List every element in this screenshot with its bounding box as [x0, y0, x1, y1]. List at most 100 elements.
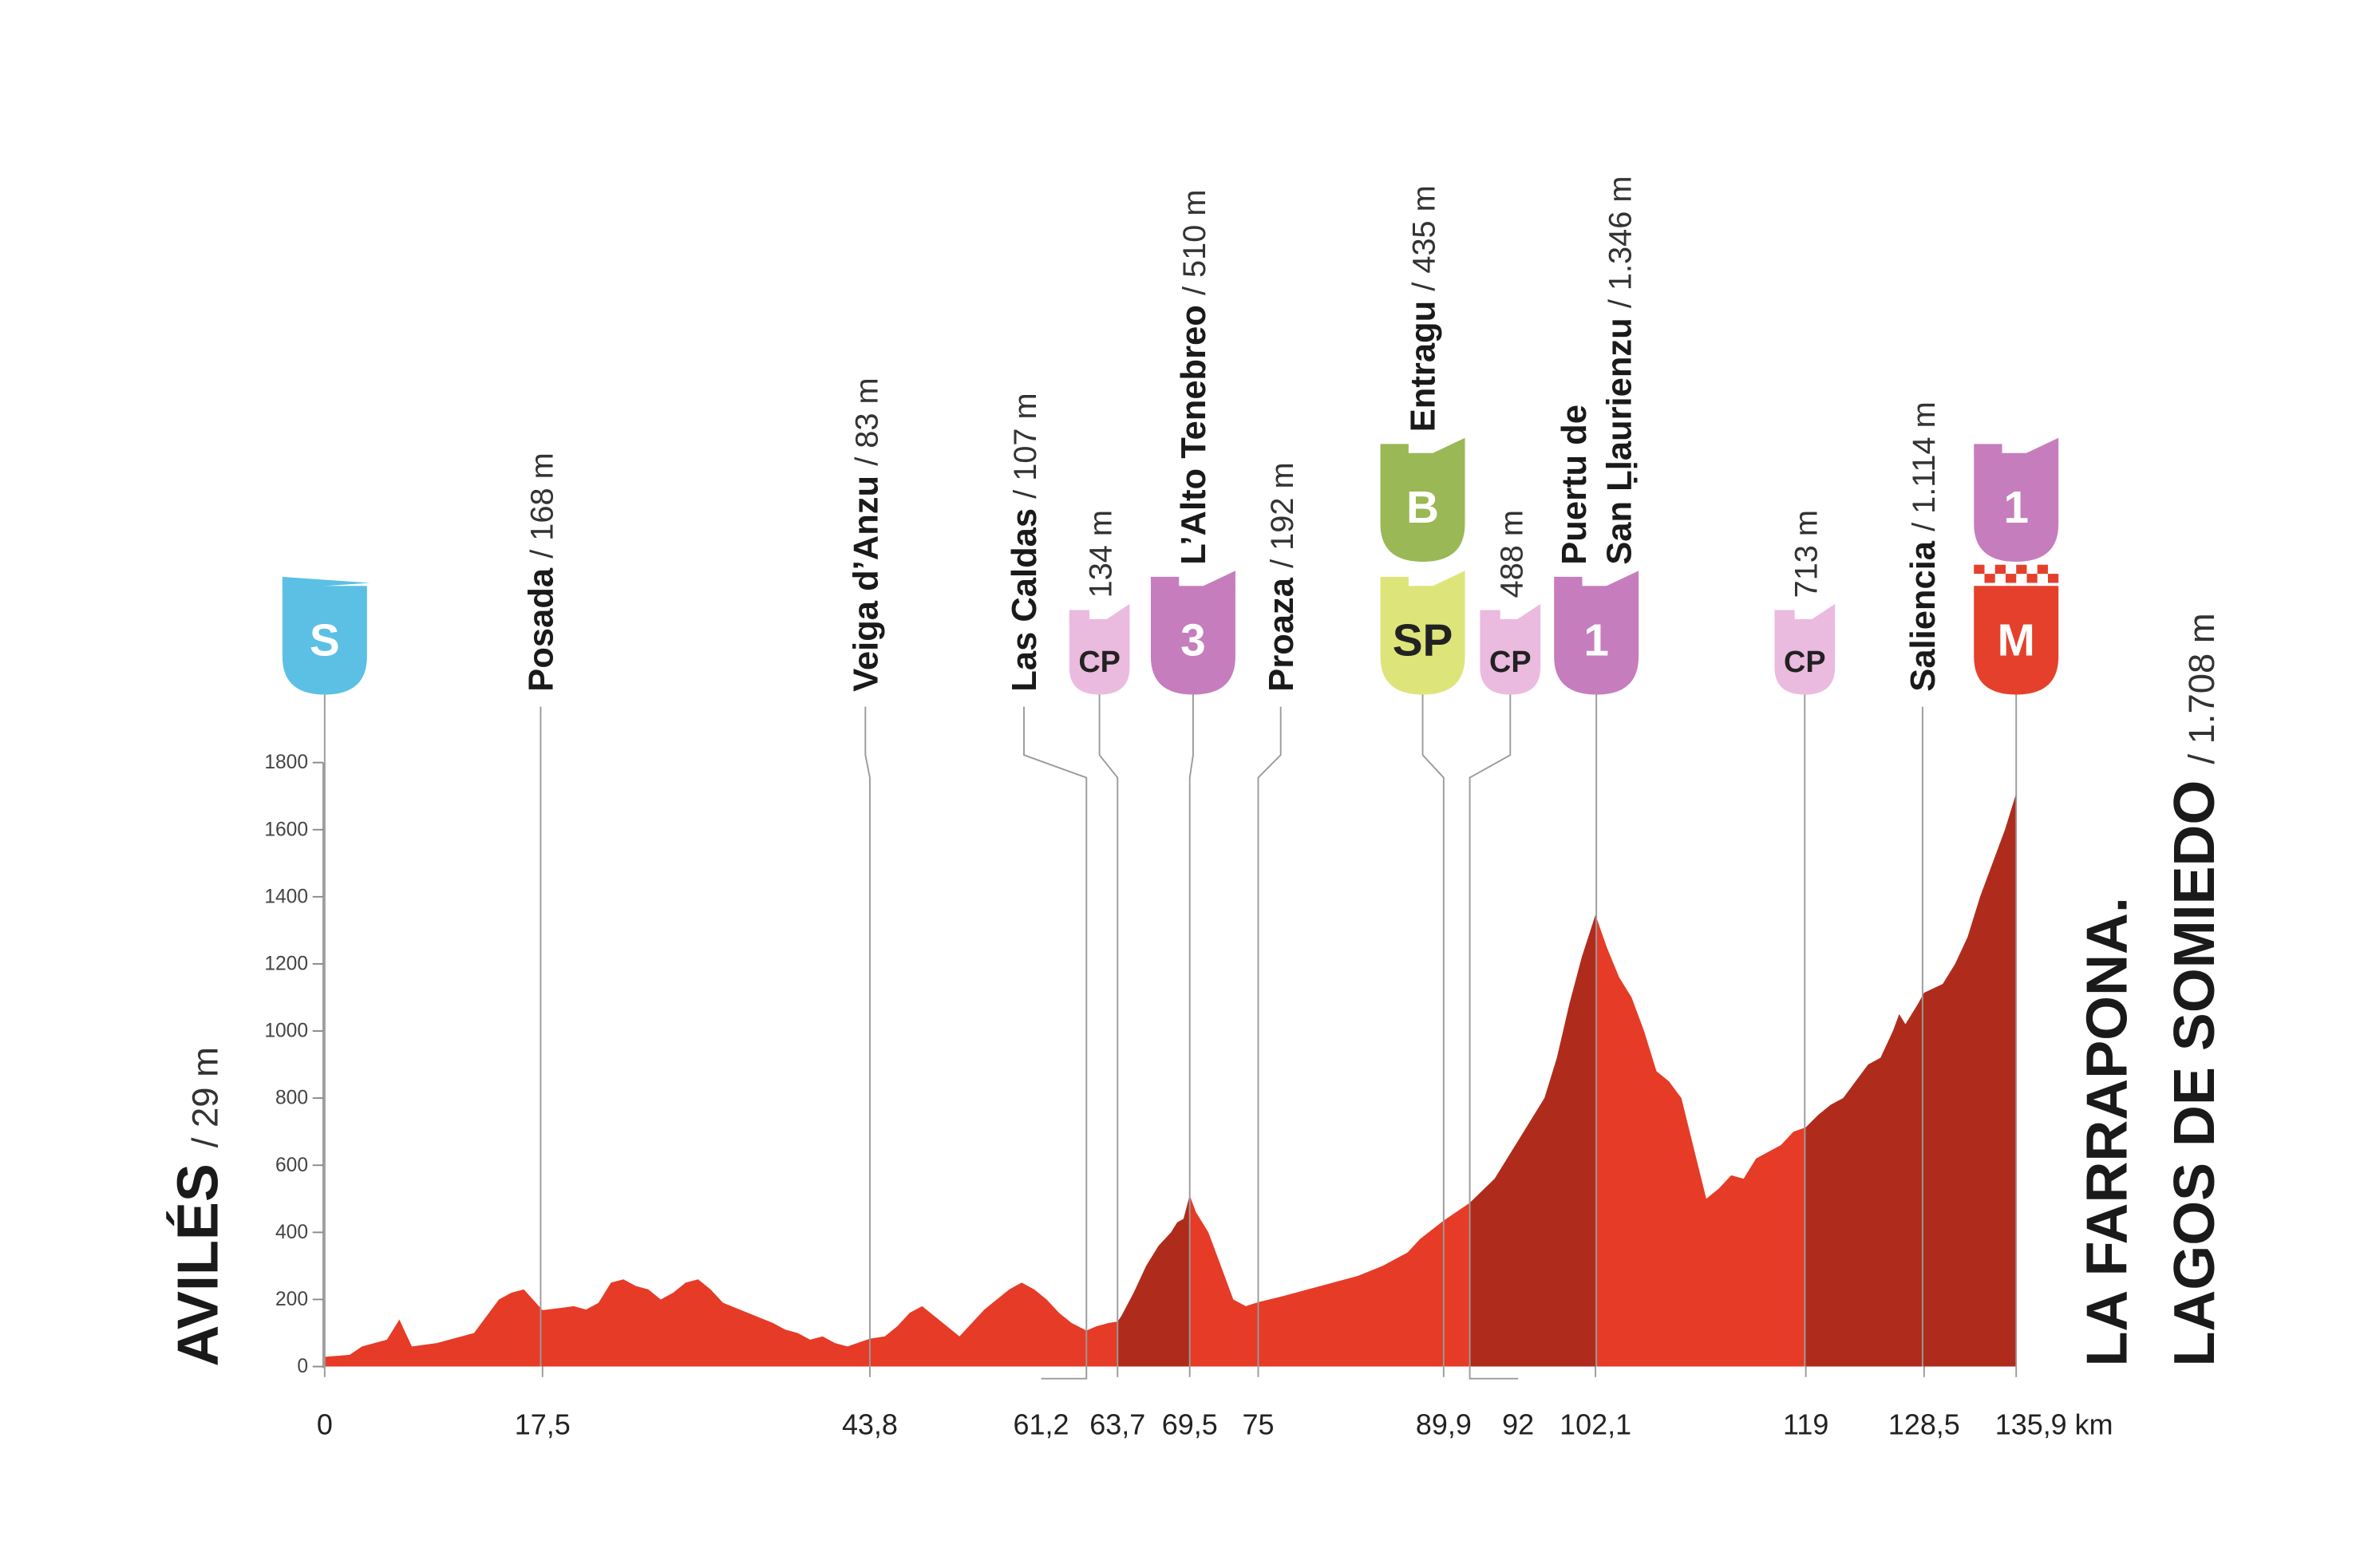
waypoint-name: Posada: [523, 567, 561, 692]
start-label: AVILÉS / 29 m: [166, 1047, 230, 1367]
badge-checker: [1974, 564, 1985, 575]
badge-tab: [1380, 437, 1465, 455]
waypoint-label: Veiga d’Anzu / 83 m: [847, 377, 885, 691]
start-altitude: / 29 m: [184, 1047, 225, 1147]
x-tick-label: 128,5: [1888, 1408, 1960, 1441]
waypoint-label: L’Alto Tenebreo / 510 m: [1175, 190, 1213, 565]
waypoint-line: [1023, 706, 1088, 1367]
badge-tab: [1774, 603, 1836, 621]
badge-checker: [2026, 574, 2038, 583]
badge: [1974, 586, 2059, 695]
finish-label: LAGOS DE SOMIEDO / 1.708 m: [2163, 613, 2227, 1366]
x-tick-label: 75: [1242, 1408, 1274, 1441]
badge-label: S: [310, 615, 340, 666]
waypoint-altitude: / 83 m: [849, 377, 884, 465]
badge-label: 1: [2003, 483, 2029, 533]
waypoint-name: Veiga d’Anzu: [847, 476, 885, 692]
waypoint-label: Puertu de: [1556, 405, 1594, 565]
badge-label: B: [1406, 483, 1439, 533]
waypoint-label: Posada / 168 m: [523, 452, 561, 691]
y-tick-label: 1600: [264, 819, 308, 840]
badge-tab: [1554, 571, 1639, 588]
y-tick-label: 600: [275, 1155, 308, 1176]
badge-checker: [2016, 564, 2027, 575]
y-tick-label: 0: [297, 1356, 308, 1377]
waypoint-altitude: / 107 m: [1008, 393, 1043, 498]
waypoint-altitude: / 168 m: [525, 452, 560, 558]
badge-checker: [2037, 564, 2048, 575]
badges: S CP 3 SP B CP 1 CP M 1: [282, 437, 2059, 695]
x-tick-label: 63,7: [1089, 1408, 1145, 1441]
badge: [1774, 618, 1836, 695]
waypoint-altitude: 134 m: [1084, 510, 1119, 598]
x-tick-label: 92: [1502, 1408, 1534, 1441]
waypoint-altitude: 488 m: [1494, 510, 1529, 598]
badge-tab: [1069, 603, 1130, 621]
x-tick-label: 61,2: [1014, 1408, 1069, 1441]
waypoint-name: Entragu: [1405, 301, 1443, 432]
waypoint-name: Proaza: [1263, 577, 1301, 691]
waypoint-altitude: / 510 m: [1177, 190, 1212, 295]
waypoint-line: [1098, 694, 1119, 1367]
waypoint-line: [1421, 694, 1445, 1367]
badge-label: M: [1998, 615, 2035, 666]
y-tick-label: 1800: [264, 752, 308, 773]
waypoint-label: Las Caldas / 107 m: [1006, 393, 1044, 691]
badge-checker: [1994, 564, 2006, 575]
y-tick-label: 400: [275, 1222, 308, 1243]
x-tick-label: 102,1: [1559, 1408, 1631, 1441]
badge: [1380, 586, 1465, 695]
x-tick-label: 135,9 km: [1995, 1408, 2113, 1441]
badge-tab: [1480, 603, 1541, 621]
badge: [1480, 618, 1541, 695]
y-tick-label: 1200: [264, 954, 308, 975]
waypoint-name: L’Alto Tenebreo: [1175, 305, 1213, 565]
waypoint-altitude: / 435 m: [1407, 185, 1442, 290]
badge-label: 1: [1583, 615, 1609, 666]
y-tick-label: 800: [275, 1088, 308, 1109]
waypoint-label: San Ḷḷaurienzu / 1.346 m: [1601, 176, 1639, 565]
badge: [282, 586, 367, 695]
badge-tab: [1974, 437, 2059, 455]
badge-checker: [2005, 574, 2017, 583]
x-tick-label: 69,5: [1162, 1408, 1218, 1441]
waypoint-name: Puertu de: [1556, 405, 1594, 565]
finish-name: LA FARRAPONA.: [2075, 897, 2139, 1366]
waypoint-name: Saliencia: [1904, 540, 1943, 691]
badge-label: CP: [1078, 646, 1121, 679]
waypoint-line: [1469, 694, 1512, 1367]
waypoint-altitude: 713 m: [1789, 510, 1824, 598]
waypoint-line: [864, 706, 871, 1367]
x-tick-label: 0: [317, 1408, 333, 1441]
climb-segment: [1805, 793, 2017, 1367]
y-tick-label: 200: [275, 1289, 308, 1310]
badge: [1069, 618, 1130, 695]
waypoint-name: Las Caldas: [1006, 508, 1044, 692]
badge-tab: [1150, 571, 1235, 588]
y-tick-label: 1400: [264, 886, 308, 907]
badge-checker: [1984, 574, 1995, 583]
waypoint-line: [1257, 706, 1282, 1367]
waypoint-altitude: / 1.114 m: [1907, 401, 1942, 531]
badge-checker: [2047, 574, 2059, 583]
waypoint-label: Proaza / 192 m: [1263, 462, 1301, 691]
badge-flag: [282, 576, 370, 590]
finish-name: LAGOS DE SOMIEDO: [2163, 780, 2227, 1367]
waypoint-line: [1188, 694, 1194, 1367]
climb-segment: [1469, 914, 1596, 1367]
waypoint-label: Entragu / 435 m: [1405, 185, 1443, 432]
x-tick: [1041, 1366, 1088, 1380]
x-tick-label: 17,5: [515, 1408, 571, 1441]
badge: [1974, 452, 2059, 562]
start-name: AVILÉS: [166, 1163, 230, 1366]
x-tick-label: 119: [1783, 1408, 1828, 1441]
badge-label: CP: [1489, 646, 1532, 679]
waypoint-altitude: / 1.346 m: [1603, 176, 1639, 309]
waypoint-altitude: / 192 m: [1265, 462, 1300, 567]
badge-label: CP: [1784, 646, 1826, 679]
badge: [1150, 586, 1235, 695]
y-tick-label: 1000: [264, 1021, 308, 1042]
badge: [1554, 586, 1639, 695]
